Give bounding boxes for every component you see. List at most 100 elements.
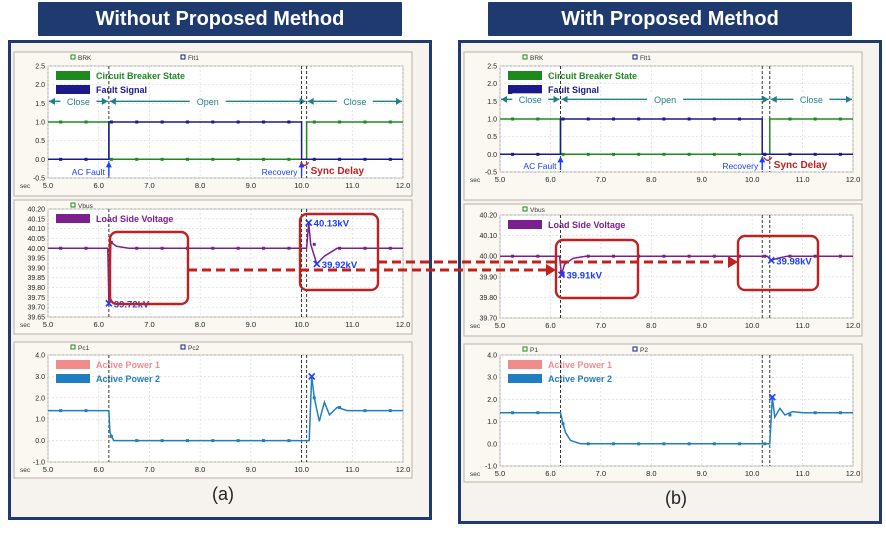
span-label-bg (647, 93, 684, 106)
caption-a: (a) (212, 484, 234, 504)
y-tick-label: 0.0 (35, 438, 45, 445)
y-tick-label: 2.0 (35, 395, 45, 402)
y-tick-label: 4.0 (487, 353, 497, 360)
series-sample-marker (788, 117, 792, 121)
x-tick-label: 8.0 (195, 465, 205, 474)
legend-label: Load Side Voltage (548, 220, 625, 230)
span-label-bg (512, 93, 549, 106)
legend-label: Active Power 1 (548, 360, 612, 370)
legend-label: Fault Signal (548, 85, 599, 95)
series-sample-marker (211, 439, 215, 443)
series-line (500, 255, 853, 275)
x-tick-label: 8.0 (195, 181, 205, 190)
annotation-label: Recovery (262, 167, 299, 177)
x-tick-label: 5.0 (43, 181, 53, 190)
legend-label: Active Power 1 (96, 360, 160, 370)
y-tick-label: 0.0 (487, 152, 497, 159)
x-unit-label: sec (20, 467, 31, 474)
x-tick-label: 6.0 (545, 321, 555, 330)
y-tick-label: 1.0 (487, 117, 497, 124)
series-sample-marker (611, 442, 615, 446)
series-sample-marker (813, 254, 817, 258)
annotation-arrow-head (105, 161, 112, 168)
series-sample-marker (611, 152, 615, 156)
series-sample-marker (160, 157, 164, 161)
legend-swatch (508, 360, 542, 369)
highlight-box (108, 230, 190, 306)
series-sample-marker (738, 442, 742, 446)
series-sample-marker (338, 246, 342, 250)
series-sample-marker (59, 120, 63, 124)
series-sample-marker (262, 157, 266, 161)
series-sample-marker (838, 254, 842, 258)
header-marker (180, 54, 186, 60)
series-sample-marker (637, 117, 641, 121)
x-tick-label: 11.0 (345, 181, 359, 190)
x-tick-label: 7.0 (144, 181, 154, 190)
series-sample-marker (763, 254, 767, 258)
series-sample-marker (388, 409, 392, 413)
span-label-bg (793, 93, 830, 106)
y-tick-label: -0.5 (33, 176, 45, 183)
legend-swatch (508, 85, 542, 94)
y-tick-label: 40.10 (27, 226, 45, 233)
series-sample-marker (687, 117, 691, 121)
x-tick-label: 8.0 (646, 321, 656, 330)
x-tick-label: 9.0 (696, 175, 706, 184)
header-marker (180, 344, 186, 350)
x-tick-label: 7.0 (144, 320, 154, 329)
header-label: BRK (530, 55, 544, 62)
series-sample-marker (160, 246, 164, 250)
series-sample-marker (536, 254, 540, 258)
y-tick-label: 39.95 (27, 256, 45, 263)
series-sample-marker (262, 120, 266, 124)
header-marker (632, 54, 638, 60)
chart-a-pc: Pc1 Pc2 4.0 3.0 2.0 1.0 0.0 -1.05.0 6.0 7.0 8.0 9.0… (13, 341, 413, 479)
series-sample-marker (185, 439, 189, 443)
chart-b-p: P1 P2 4.0 3.0 2.0 1.0 0.0 -1.05.0 6.0 7.0 8.0 9.0 10… (463, 343, 863, 483)
span-label: Close (343, 97, 366, 107)
y-tick-label: 40.10 (479, 233, 497, 240)
series-sample-marker (511, 411, 515, 415)
x-tick-label: 11.0 (796, 175, 810, 184)
y-tick-label: 3.0 (35, 374, 45, 381)
span-label: Close (67, 97, 90, 107)
x-tick-label: 6.0 (93, 181, 103, 190)
series-sample-marker (287, 439, 291, 443)
legend-swatch (56, 360, 90, 369)
y-tick-label: -1.0 (33, 460, 45, 467)
x-tick-label: 5.0 (43, 465, 53, 474)
annotation-arrow-head (557, 156, 564, 163)
series-sample-marker (788, 152, 792, 156)
series-sample-marker (813, 411, 817, 415)
sync-delay-brace (763, 156, 773, 161)
x-tick-label: 8.0 (195, 320, 205, 329)
series-sample-marker (84, 157, 88, 161)
series-sample-marker (135, 120, 139, 124)
series-sample-marker (135, 157, 139, 161)
span-arrow-head (770, 95, 777, 103)
series-sample-marker (236, 157, 240, 161)
series-sample-marker (135, 246, 139, 250)
series-sample-marker (637, 152, 641, 156)
series-sample-marker (109, 157, 113, 161)
series-sample-marker (511, 117, 515, 121)
series-sample-marker (536, 411, 540, 415)
series-sample-marker (687, 254, 691, 258)
y-tick-label: 40.00 (479, 254, 497, 261)
span-label: Close (519, 95, 542, 105)
span-arrow-head (762, 95, 769, 103)
point-label: 39.98kV (776, 256, 812, 267)
y-tick-label: 39.85 (27, 275, 45, 282)
series-sample-marker (662, 152, 666, 156)
x-tick-label: 7.0 (144, 465, 154, 474)
y-tick-label: 39.70 (479, 316, 497, 323)
span-arrow-head (501, 95, 507, 103)
header-marker (70, 344, 76, 350)
chart-a-vbus: Vbus 40.20 40.15 40.10 40.05 40.00 39.95 39.90 3… (13, 199, 413, 335)
point-marker (313, 260, 321, 268)
series-sample-marker (236, 439, 240, 443)
header-label: P2 (640, 347, 648, 354)
series-sample-marker (59, 409, 63, 413)
